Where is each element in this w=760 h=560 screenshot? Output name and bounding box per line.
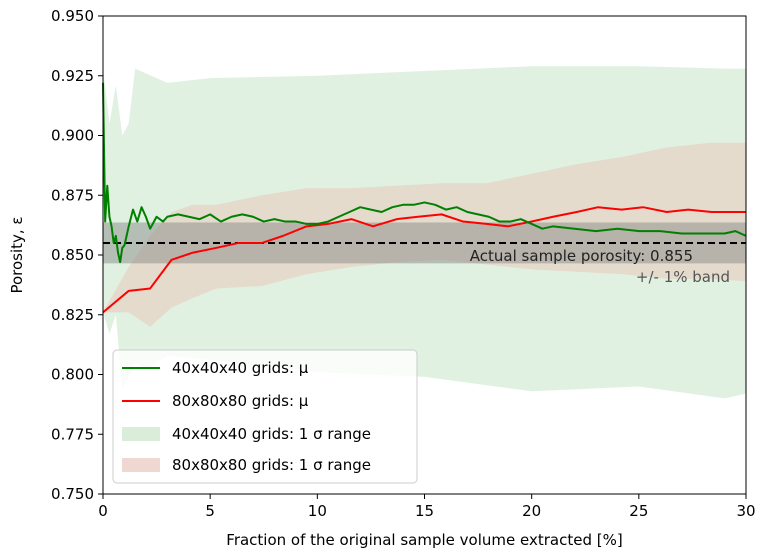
- legend-box: [112, 349, 418, 484]
- legend-label: 80x80x80 grids: 1 σ range: [172, 456, 371, 474]
- legend-label: 40x40x40 grids: μ: [172, 359, 309, 377]
- reference-label: Actual sample porosity: 0.855: [470, 247, 693, 265]
- legend-label: 40x40x40 grids: 1 σ range: [172, 425, 371, 443]
- x-tick-label: 10: [308, 502, 327, 520]
- y-tick-label: 0.900: [51, 127, 94, 145]
- sigma-band-2: [103, 142, 746, 327]
- y-tick-label: 0.850: [51, 246, 94, 264]
- x-tick-label: 15: [415, 502, 434, 520]
- reference-group: Actual sample porosity: 0.855 +/- 1% ban…: [103, 222, 746, 286]
- y-tick-label: 0.800: [51, 366, 94, 384]
- series-line-40-grid: [102, 82, 747, 264]
- legend-patch-swatch: [122, 458, 160, 472]
- x-axis-title: Fraction of the original sample volume e…: [226, 531, 622, 549]
- x-tick-label: 20: [522, 502, 541, 520]
- legend: 40x40x40 grids: μ 80x80x80 grids: μ 40x40x…: [112, 349, 418, 484]
- sigma-bands: [103, 66, 746, 399]
- x-tick-label: 25: [629, 502, 648, 520]
- y-axis: 0.750 0.775 0.800 0.825 0.850 0.875 0.900 0.925…: [51, 7, 103, 503]
- x-tick-label: 30: [736, 502, 755, 520]
- legend-label: 80x80x80 grids: μ: [172, 392, 309, 410]
- y-axis-title: Porosity, ε: [8, 216, 26, 293]
- y-tick-label: 0.875: [51, 186, 94, 204]
- x-tick-label: 0: [98, 502, 108, 520]
- legend-patch-swatch: [122, 427, 160, 441]
- y-tick-label: 0.950: [51, 7, 94, 25]
- y-tick-label: 0.825: [51, 306, 94, 324]
- y-tick-label: 0.750: [51, 485, 94, 503]
- series-line-80-grid: [102, 206, 746, 314]
- y-tick-label: 0.775: [51, 425, 94, 443]
- y-tick-label: 0.925: [51, 67, 94, 85]
- band-label: +/- 1% band: [636, 268, 730, 286]
- mean-lines: [102, 82, 747, 314]
- x-axis: 0 5 10 15 20 25 30: [98, 494, 756, 520]
- x-tick-label: 5: [205, 502, 215, 520]
